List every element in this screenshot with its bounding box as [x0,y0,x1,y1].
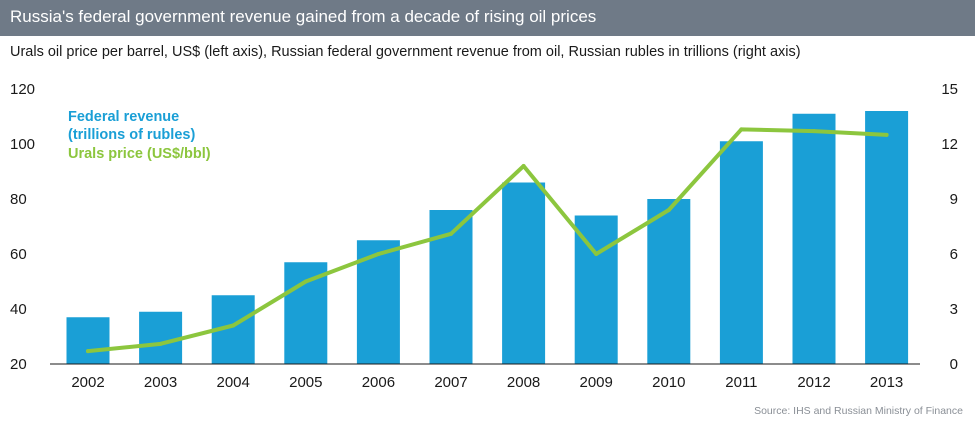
x-tick-label-2009: 2009 [580,374,613,391]
line-point-2003 [158,341,163,346]
bar-2011 [719,141,763,364]
title-bar: Russia's federal government revenue gain… [0,0,975,36]
x-axis: 2002 2003 2004 2005 2006 2007 2008 2009 2010 2011… [50,363,920,391]
line-point-2011 [739,127,744,132]
bar-2009 [574,215,618,364]
left-tick-label-60: 60 [10,246,27,263]
chart-title: Russia's federal government revenue gain… [10,7,597,26]
bar-2002 [66,317,110,364]
x-tick-label-2008: 2008 [507,374,540,391]
left-tick-label-100: 100 [10,136,35,153]
left-tick-label-40: 40 [10,301,27,318]
x-tick-label-2006: 2006 [362,374,395,391]
urals-price-line [86,127,889,354]
line-point-2005 [303,279,308,284]
chart-subtitle: Urals oil price per barrel, US$ (left ax… [10,44,801,60]
source-note: Source: IHS and Russian Ministry of Fina… [754,405,963,417]
x-tick-label-2010: 2010 [652,374,685,391]
bar-series [66,111,909,364]
bar-2008 [502,182,546,364]
legend-revenue: Federal revenue [68,109,179,125]
x-tick-label-2004: 2004 [217,374,250,391]
line-point-2006 [376,252,381,256]
bar-2003 [139,311,183,364]
line-point-2010 [666,208,671,212]
line-point-2008 [521,164,526,168]
line-point-2012 [812,129,816,134]
left-tick-label-20: 20 [10,356,27,373]
right-axis: 0 3 6 9 12 15 [941,81,958,373]
x-tick-label-2013: 2013 [870,374,903,391]
bar-2012 [792,113,836,364]
x-tick-label-2002: 2002 [71,374,104,391]
legend-revenue-unit: (trillions of rubles) [68,127,195,143]
bar-2010 [647,199,691,364]
line-point-2009 [594,252,599,256]
x-tick-label-2003: 2003 [144,374,177,391]
left-tick-label-80: 80 [10,191,27,208]
legend: Federal revenue (trillions of rubles) Ural… [68,109,211,162]
line-point-2007 [449,231,453,236]
line-series [86,127,889,354]
right-tick-label-12: 12 [941,136,958,153]
legend-urals-price: Urals price (US$/bbl) [68,146,211,162]
bar-2013 [865,111,909,364]
right-tick-label-6: 6 [950,246,958,263]
left-tick-label-120: 120 [10,81,35,98]
right-tick-label-15: 15 [941,81,958,98]
right-tick-label-9: 9 [950,191,958,208]
line-point-2004 [231,323,236,328]
x-tick-label-2012: 2012 [797,374,830,391]
line-point-2002 [86,349,90,354]
x-tick-label-2007: 2007 [434,374,467,391]
right-tick-label-3: 3 [950,301,958,318]
left-axis: 20 40 60 80 100 120 [10,81,35,373]
x-tick-label-2005: 2005 [289,374,322,391]
line-point-2013 [884,132,889,137]
x-tick-label-2011: 2011 [725,374,757,391]
bar-2005 [284,262,328,364]
right-tick-label-0: 0 [950,356,958,373]
